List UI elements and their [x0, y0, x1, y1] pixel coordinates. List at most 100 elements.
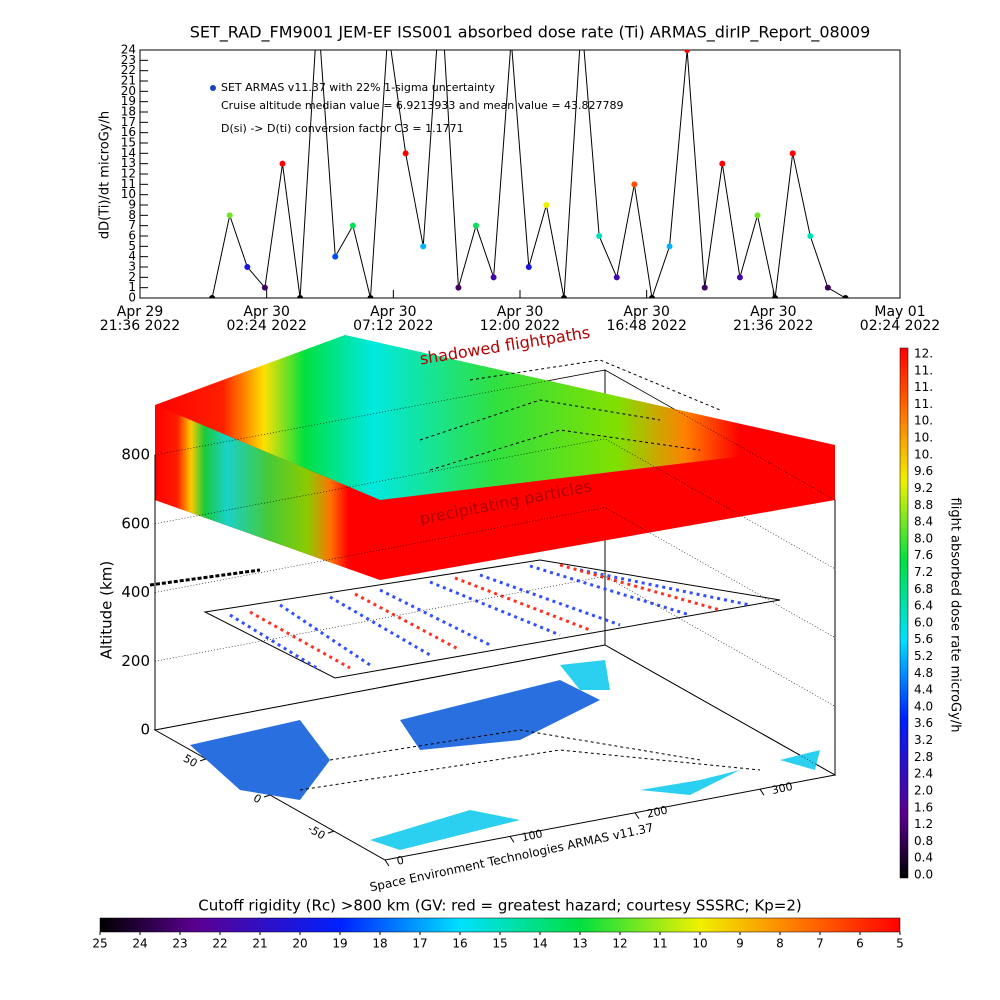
colorbar-tick-label: 5.2: [914, 649, 933, 663]
data-point: [754, 212, 761, 219]
colorbar-tick-label: 9.2: [914, 481, 933, 495]
data-point: [560, 295, 567, 298]
colorbar-tick-label: 12: [612, 937, 627, 951]
colorbar-tick-label: 9: [736, 937, 744, 951]
lat-tick: [263, 794, 271, 798]
colorbar-tick-label: 2.8: [914, 750, 933, 764]
slab-top: [155, 335, 835, 500]
y-tick-label: 16: [121, 125, 136, 139]
colorbar-tick-label: 5.6: [914, 632, 933, 646]
continent: [370, 810, 520, 850]
colorbar-tick-label: 10.: [914, 431, 933, 445]
x-tick-label: Apr 30 02:24 2022: [226, 304, 306, 334]
data-point: [420, 243, 427, 250]
lon-tick: [384, 859, 390, 867]
data-point: [297, 295, 304, 298]
legend-label: SET ARMAS v11.37 with 22% 1-sigma uncert…: [221, 81, 495, 94]
data-point: [807, 233, 814, 239]
colorbar-tick-label: 10.: [914, 414, 933, 428]
colorbar-tick-label: 13: [572, 937, 587, 951]
flightpath: [249, 563, 721, 670]
y-tick-label: 8: [128, 208, 136, 222]
data-point: [455, 284, 462, 291]
data-point: [209, 295, 216, 298]
annotation: D(si) -> D(ti) conversion factor C3 = 1.…: [221, 122, 464, 135]
y-tick-label: 17: [121, 115, 136, 129]
lon-tick-label: 0: [396, 854, 406, 868]
data-point: [490, 274, 497, 281]
data-point: [842, 295, 849, 298]
data-point: [402, 150, 409, 157]
z-tick-label: 800: [121, 446, 150, 464]
data-point: [648, 295, 655, 298]
colorbar-tick-label: 19: [332, 937, 347, 951]
y-tick-label: 15: [121, 136, 136, 150]
flightpath-shadow: [419, 359, 721, 471]
lat-tick-label: 50: [181, 752, 200, 770]
data-point: [525, 264, 532, 270]
colorbar-tick-label: 17: [412, 937, 427, 951]
colorbar-tick-label: 11.: [914, 397, 933, 411]
colorbar-tick-label: 6.8: [914, 582, 933, 596]
slab-front: [155, 405, 380, 580]
flight-layer: [203, 559, 781, 679]
x-tick-label: Apr 30 07:12 2022: [353, 304, 433, 334]
plot-area: [209, 50, 849, 298]
y-tick-label: 22: [121, 63, 136, 77]
colorbar-tick-label: 7.2: [914, 565, 933, 579]
y-tick-label: 3: [128, 260, 136, 274]
z-tick-label: 400: [121, 583, 150, 601]
continent: [640, 770, 740, 795]
flightpath: [229, 564, 751, 672]
continent: [560, 660, 610, 690]
continent: [400, 680, 600, 750]
data-point: [631, 181, 638, 188]
colorbar-tick-label: 2.0: [914, 783, 933, 797]
z-tick-label: 600: [121, 514, 150, 532]
data-point: [349, 222, 356, 229]
colorbar-tick-label: 6.4: [914, 599, 933, 613]
data-point: [789, 150, 796, 157]
annotation: Cruise altitude median value = 6.9213933…: [221, 99, 624, 112]
data-point: [226, 212, 233, 219]
colorbar-tick-label: 15: [492, 937, 507, 951]
colorbar-tick-label: 4.8: [914, 666, 933, 680]
colorbar-title: Cutoff rigidity (Rc) >800 km (GV: red = …: [198, 897, 801, 915]
lat-tick: [327, 830, 335, 834]
y-tick-label: 23: [121, 53, 136, 67]
x-tick-label: May 01 02:24 2022: [860, 304, 940, 334]
lon-tick-label: 100: [521, 827, 544, 844]
colorbar-tick-label: 8.8: [914, 498, 933, 512]
lon-tick: [509, 836, 515, 843]
y-tick-label: 9: [128, 198, 136, 212]
colorbar-tick-label: 7.6: [914, 548, 933, 562]
y-tick-label: 5: [128, 239, 136, 253]
colorbar-tick-label: 0.0: [914, 868, 933, 882]
colorbar-tick-label: 6: [856, 937, 864, 951]
data-point: [596, 233, 603, 239]
colorbar-tick-label: 11: [652, 937, 667, 951]
data-point: [613, 274, 620, 281]
data-point: [736, 274, 743, 281]
data-point: [367, 295, 374, 298]
colorbar-tick-label: 9.6: [914, 464, 933, 478]
data-point: [684, 50, 691, 53]
y-tick-label: 4: [128, 249, 136, 263]
flightpath: [149, 568, 261, 587]
colorbar-tick-label: 8.0: [914, 531, 933, 545]
colorbars: 0.0 0.4 0.8 1.2 1.6 2.0 2.4 2.8 3.2 3.6 4.0 4.4 4.8 5…: [92, 347, 962, 951]
colorbar-tick-label: 3.2: [914, 733, 933, 747]
z-tick-label: 200: [121, 652, 150, 670]
continent: [190, 720, 330, 800]
y-tick-label: 20: [121, 84, 136, 98]
data-point: [473, 222, 480, 229]
colorbar-tick-label: 1.6: [914, 800, 933, 814]
y-tick-label: 14: [121, 146, 136, 160]
colorbar-horizontal: [99, 917, 901, 933]
colorbar-tick-label: 21: [252, 937, 267, 951]
figure-title: SET_RAD_FM9001 JEM-EF ISS001 absorbed do…: [190, 23, 871, 43]
x-tick-label: Apr 30 21:36 2022: [733, 304, 813, 334]
x-tick-label: Apr 30 16:48 2022: [606, 304, 686, 334]
colorbar-tick-label: 0.4: [914, 851, 933, 865]
